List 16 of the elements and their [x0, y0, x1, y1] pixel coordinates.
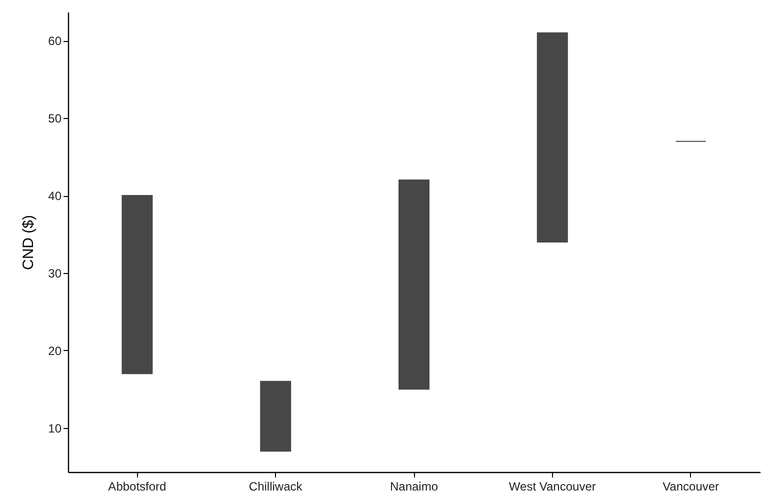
x-tick-label: Chilliwack — [248, 480, 304, 494]
y-axis-title: CND ($) — [20, 215, 38, 270]
bar — [398, 180, 430, 390]
y-tick-label: 20 — [48, 344, 62, 358]
y-tick-label: 30 — [48, 266, 62, 280]
y-tick-label: 10 — [48, 421, 62, 436]
bar — [536, 32, 568, 242]
x-tick-label: Abbotsford — [108, 480, 166, 494]
bar — [122, 195, 153, 374]
y-tick-label: 60 — [48, 34, 62, 48]
x-tick-label: Nanaimo — [390, 480, 438, 494]
y-tick-label: 40 — [48, 189, 62, 204]
y-tick-label: 50 — [48, 112, 62, 126]
x-tick-label: Vancouver — [662, 480, 720, 494]
bar — [260, 380, 292, 452]
x-tick-label: West Vancouver — [508, 480, 596, 494]
